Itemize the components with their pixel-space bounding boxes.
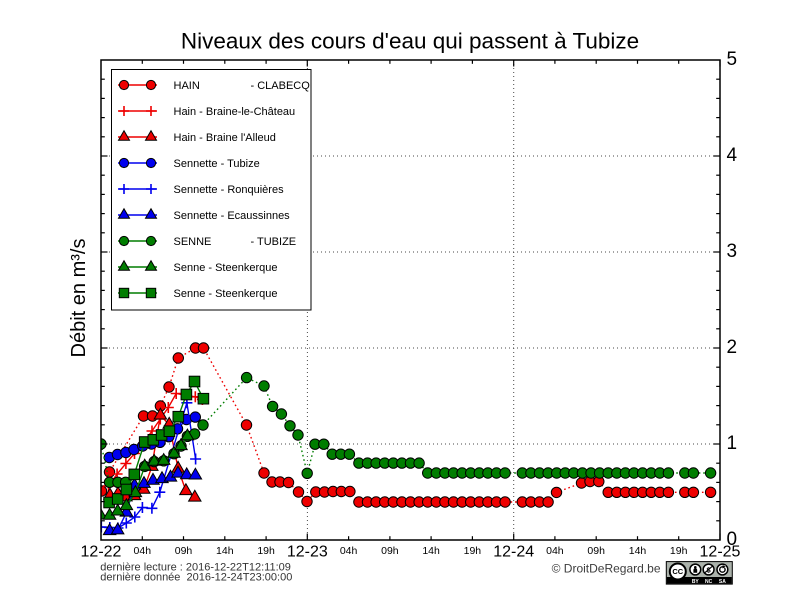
- svg-text:14h: 14h: [629, 545, 647, 557]
- svg-text:dernière donnée 2016-12-24T23: dernière donnée 2016-12-24T23:00:00: [100, 571, 292, 583]
- svg-text:19h: 19h: [257, 545, 275, 557]
- svg-text:09h: 09h: [587, 545, 605, 557]
- svg-text:- CLABECQ: - CLABECQ: [251, 80, 311, 92]
- svg-text:NC: NC: [705, 579, 713, 585]
- svg-text:0: 0: [727, 529, 738, 550]
- svg-text:CC: CC: [672, 567, 683, 576]
- svg-text:Senne - Steenkerque: Senne - Steenkerque: [174, 262, 278, 274]
- svg-text:19h: 19h: [670, 545, 688, 557]
- svg-text:12-25: 12-25: [700, 544, 741, 561]
- svg-text:SA: SA: [719, 579, 726, 585]
- svg-text:Débit en m³/s: Débit en m³/s: [68, 239, 90, 358]
- svg-text:12-22: 12-22: [81, 544, 122, 561]
- svg-text:5: 5: [727, 49, 738, 70]
- svg-text:dernière lecture : 2016-12-22T: dernière lecture : 2016-12-22T12:11:09: [100, 561, 291, 573]
- svg-text:Sennette - Tubize: Sennette - Tubize: [174, 158, 260, 170]
- svg-text:14h: 14h: [216, 545, 234, 557]
- svg-text:Niveaux des cours d'eau qui pa: Niveaux des cours d'eau qui passent à Tu…: [181, 29, 639, 54]
- svg-text:04h: 04h: [134, 545, 152, 557]
- svg-text:3: 3: [727, 241, 738, 262]
- svg-text:09h: 09h: [381, 545, 399, 557]
- svg-text:4: 4: [727, 145, 738, 166]
- svg-text:2: 2: [727, 337, 738, 358]
- svg-text:HAIN: HAIN: [174, 80, 200, 92]
- svg-text:Hain - Braine l'Alleud: Hain - Braine l'Alleud: [174, 132, 276, 144]
- svg-text:Hain - Braine-le-Château: Hain - Braine-le-Château: [174, 106, 296, 118]
- svg-text:04h: 04h: [546, 545, 564, 557]
- svg-text:12-24: 12-24: [493, 544, 534, 561]
- svg-text:BY: BY: [692, 579, 700, 585]
- svg-text:Sennette - Ronquières: Sennette - Ronquières: [174, 184, 285, 196]
- svg-text:Senne - Steenkerque: Senne - Steenkerque: [174, 288, 278, 300]
- svg-text:SENNE: SENNE: [174, 236, 212, 248]
- svg-text:- TUBIZE: - TUBIZE: [251, 236, 297, 248]
- svg-text:© DroitDeRegard.be: © DroitDeRegard.be: [552, 562, 661, 576]
- svg-text:04h: 04h: [340, 545, 358, 557]
- svg-text:09h: 09h: [175, 545, 193, 557]
- svg-text:Sennette - Ecaussinnes: Sennette - Ecaussinnes: [174, 210, 291, 222]
- svg-text:14h: 14h: [422, 545, 440, 557]
- svg-text:1: 1: [727, 433, 738, 454]
- svg-text:12-23: 12-23: [287, 544, 328, 561]
- svg-text:19h: 19h: [464, 545, 482, 557]
